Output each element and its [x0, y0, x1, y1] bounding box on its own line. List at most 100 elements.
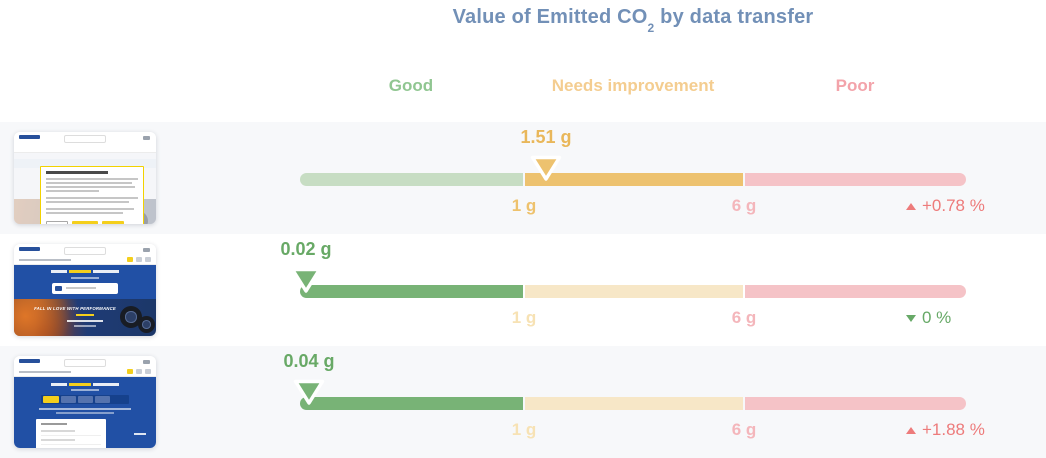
title-suffix: by data transfer	[654, 6, 814, 28]
segment-good	[300, 285, 523, 298]
browser-chrome	[14, 132, 156, 153]
scale-bar	[300, 285, 966, 298]
trend-up-icon	[906, 202, 916, 210]
change-value: 0 %	[922, 308, 952, 327]
page-thumbnail-selector[interactable]	[14, 356, 156, 448]
account-icon	[136, 257, 142, 262]
nav-links	[19, 371, 71, 373]
segment-poor	[745, 397, 966, 410]
segment-poor	[745, 173, 966, 186]
co2-bullet-chart: 0.04 g 1 g 6 g +1.88 %	[283, 346, 984, 458]
value-marker-icon	[290, 267, 322, 293]
promo-offer-line	[76, 314, 94, 316]
segment-poor	[745, 285, 966, 298]
cookie-settings-button[interactable]	[72, 221, 98, 224]
account-icon	[136, 369, 142, 374]
value-marker-icon	[530, 155, 562, 181]
scale-bar	[300, 173, 966, 186]
search-pill	[64, 135, 106, 143]
hero-subheading	[71, 277, 99, 279]
segment-needs-improvement	[525, 397, 743, 410]
promo-photo: FALL IN LOVE WITH PERFORMANCE	[14, 299, 156, 336]
promo-headline: FALL IN LOVE WITH PERFORMANCE	[34, 306, 116, 311]
modal-title-bar	[46, 171, 108, 174]
search-pill	[64, 359, 106, 367]
tick-1g: 1 g	[511, 420, 537, 439]
hero-subheading	[71, 389, 99, 391]
selector-page-body	[14, 377, 156, 448]
change-indicator: 0 %	[906, 308, 951, 328]
promo-icon	[127, 257, 133, 262]
title-subscript: 2	[647, 21, 655, 35]
placeholder-line	[66, 287, 96, 289]
cart-icon	[145, 257, 151, 262]
tab[interactable]	[95, 396, 110, 403]
value-label: 0.04 g	[283, 351, 335, 371]
hero-banner	[14, 265, 156, 299]
hero-heading	[14, 270, 156, 273]
cookie-buttons	[46, 221, 138, 224]
co2-bullet-chart: 0.02 g 1 g 6 g 0 %	[280, 234, 966, 346]
cookie-consent-modal	[40, 166, 144, 224]
zone-headers: Good Needs improvement Poor	[300, 76, 966, 96]
segment-needs-improvement	[525, 173, 743, 186]
cookie-decline-button[interactable]	[46, 221, 68, 224]
value-marker-icon	[293, 379, 325, 405]
tab[interactable]	[61, 396, 76, 403]
trend-up-icon	[906, 426, 916, 434]
report-row-homepage: FALL IN LOVE WITH PERFORMANCE 0.02 g 1 g…	[0, 234, 1046, 346]
tick-1g: 1 g	[511, 308, 537, 327]
value-label: 0.02 g	[280, 239, 332, 259]
dimmed-page	[14, 153, 156, 224]
search-pill	[64, 247, 106, 255]
page-thumbnail-homepage[interactable]: FALL IN LOVE WITH PERFORMANCE	[14, 244, 156, 336]
tick-1g: 1 g	[511, 196, 537, 215]
promo-icon	[127, 369, 133, 374]
menu-icon	[143, 136, 150, 140]
change-value: +0.78 %	[922, 196, 985, 215]
change-value: +1.88 %	[922, 420, 985, 439]
dropdown-panel	[36, 419, 106, 448]
trend-down-icon	[906, 314, 916, 322]
change-indicator: +0.78 %	[906, 196, 985, 216]
value-label: 1.51 g	[520, 127, 572, 147]
cookie-accept-button[interactable]	[102, 221, 124, 224]
hero-heading	[14, 383, 156, 386]
dropdown-header	[41, 423, 67, 425]
selector-tabs	[41, 395, 129, 404]
caption-line	[39, 408, 131, 410]
dropdown-option[interactable]	[41, 430, 101, 436]
tire-image	[120, 306, 142, 328]
brand-logo	[19, 247, 40, 251]
segment-needs-improvement	[525, 285, 743, 298]
zone-label-poor: Poor	[835, 76, 875, 95]
cart-icon	[145, 369, 151, 374]
nav-links	[19, 259, 71, 261]
filter-icon	[55, 286, 62, 291]
page-thumbnail-cookie-consent[interactable]	[14, 132, 156, 224]
tab[interactable]	[78, 396, 93, 403]
zone-label-good: Good	[388, 76, 434, 95]
segment-good	[300, 173, 523, 186]
change-indicator: +1.88 %	[906, 420, 985, 440]
dropdown-option[interactable]	[41, 439, 101, 445]
menu-icon	[143, 248, 150, 252]
tab-active[interactable]	[43, 396, 59, 403]
tick-6g: 6 g	[731, 196, 757, 215]
page-title: Value of Emitted CO2 by data transfer	[300, 6, 966, 34]
co2-bullet-chart: 1.51 g 1 g 6 g +0.78 %	[300, 122, 985, 234]
side-label	[134, 433, 146, 435]
caption-line	[56, 412, 114, 414]
segment-good	[300, 397, 523, 410]
tick-6g: 6 g	[731, 308, 757, 327]
header-icons	[127, 257, 151, 262]
header-icons	[127, 369, 151, 374]
report-row-cookie-consent: 1.51 g 1 g 6 g +0.78 %	[0, 122, 1046, 234]
zone-label-needs-improvement: Needs improvement	[551, 76, 715, 95]
report-row-selector: 0.04 g 1 g 6 g +1.88 %	[0, 346, 1046, 458]
vehicle-search-input[interactable]	[52, 283, 118, 294]
browser-chrome	[14, 356, 156, 377]
tire-image	[138, 316, 155, 333]
chart-header: Value of Emitted CO2 by data transfer Go…	[0, 0, 1046, 122]
